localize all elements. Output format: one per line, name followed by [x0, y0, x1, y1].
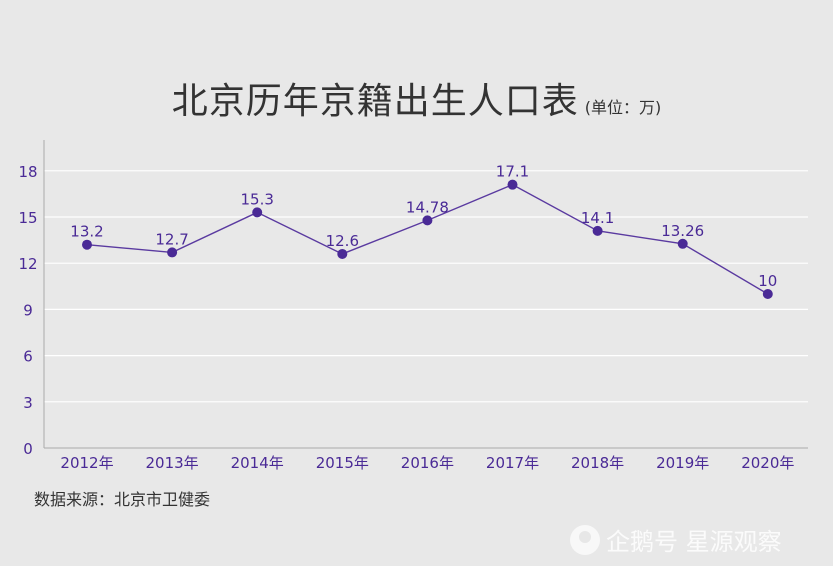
data-source: 数据来源：北京市卫健委	[34, 486, 210, 510]
y-tick-label: 0	[23, 440, 33, 458]
y-tick-label: 18	[18, 163, 37, 181]
data-label: 12.7	[155, 230, 188, 248]
data-point	[337, 249, 347, 259]
penguin-icon	[570, 525, 600, 555]
data-label: 12.6	[326, 232, 359, 250]
y-tick-label: 3	[23, 394, 33, 412]
data-point	[167, 247, 177, 257]
data-label: 10	[758, 272, 777, 290]
data-point	[593, 226, 603, 236]
data-label: 15.3	[240, 190, 273, 208]
data-point	[678, 239, 688, 249]
watermark-text: 企鹅号 星源观察	[606, 522, 782, 557]
data-label: 13.2	[70, 223, 103, 241]
x-tick-label: 2018年	[571, 454, 624, 472]
data-point	[82, 240, 92, 250]
x-tick-label: 2015年	[316, 454, 369, 472]
data-label: 17.1	[496, 163, 529, 181]
data-label: 14.1	[581, 209, 614, 227]
data-point	[508, 180, 518, 190]
x-tick-label: 2013年	[146, 454, 199, 472]
watermark: 企鹅号 星源观察	[570, 522, 782, 557]
data-point	[763, 289, 773, 299]
x-tick-label: 2016年	[401, 454, 454, 472]
x-tick-label: 2014年	[231, 454, 284, 472]
data-label: 14.78	[406, 198, 449, 216]
data-label: 13.26	[661, 222, 704, 240]
x-tick-label: 2012年	[60, 454, 113, 472]
y-tick-label: 9	[23, 301, 33, 319]
x-tick-label: 2020年	[741, 454, 794, 472]
y-tick-label: 12	[18, 255, 37, 273]
x-tick-label: 2017年	[486, 454, 539, 472]
y-tick-label: 6	[23, 348, 33, 366]
x-tick-label: 2019年	[656, 454, 709, 472]
y-tick-label: 15	[18, 209, 37, 227]
data-point	[422, 215, 432, 225]
data-point	[252, 207, 262, 217]
